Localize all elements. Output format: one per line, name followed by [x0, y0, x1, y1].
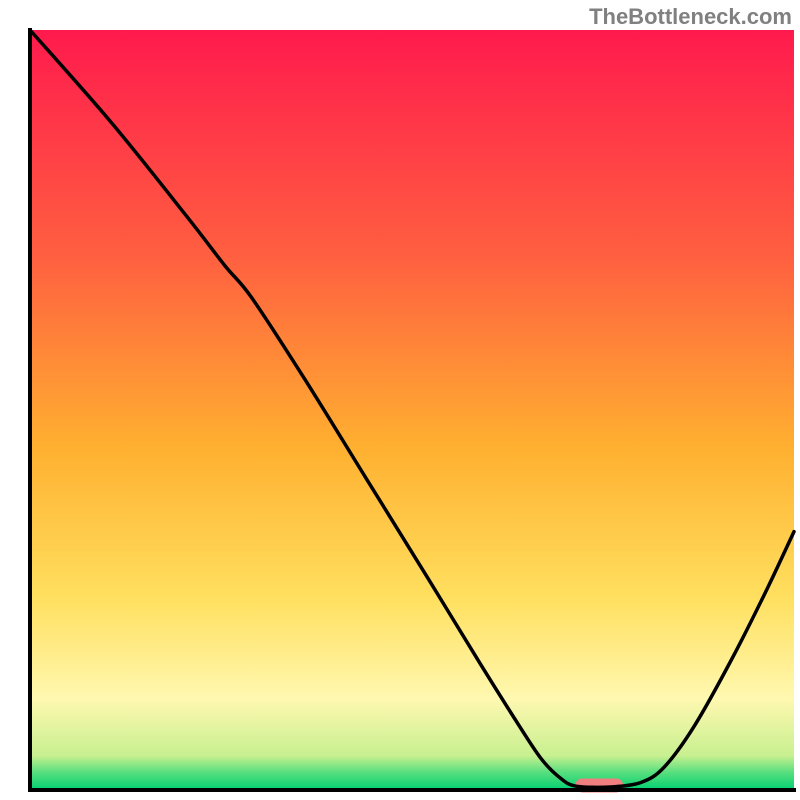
chart-container: TheBottleneck.com [0, 0, 800, 800]
chart-canvas [0, 0, 800, 800]
watermark-text: TheBottleneck.com [589, 4, 792, 30]
plot-background [30, 30, 794, 790]
